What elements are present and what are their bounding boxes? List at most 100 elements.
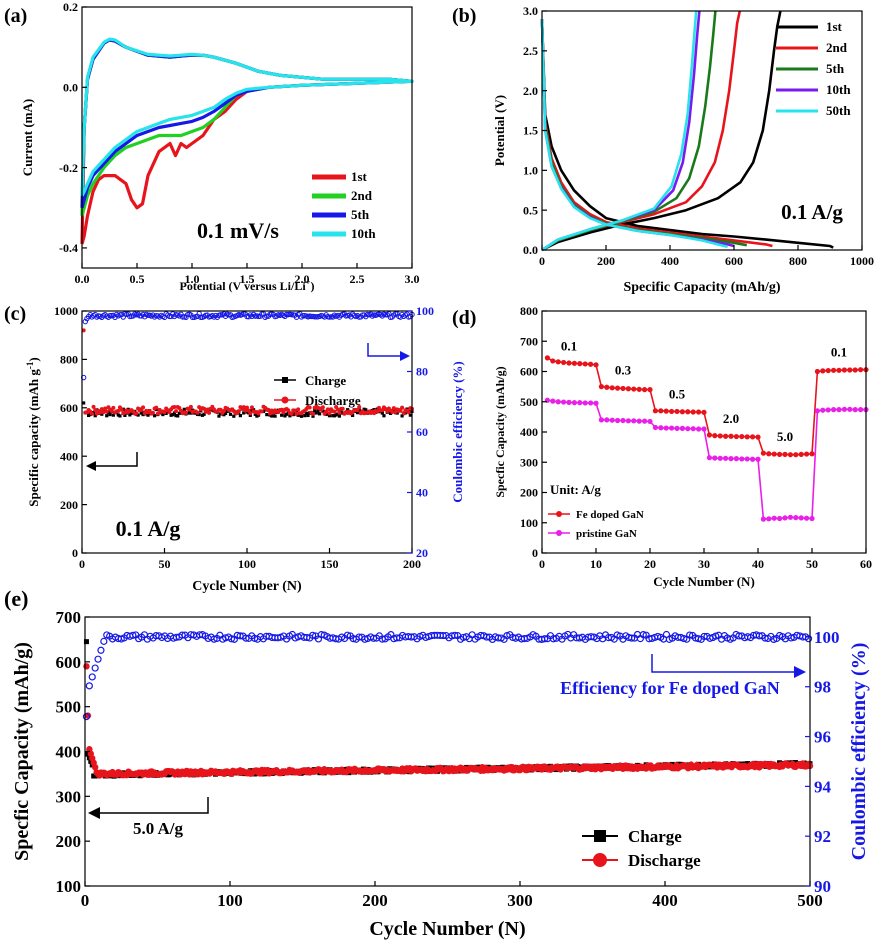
panel-d-rate-label: 5.0 xyxy=(777,429,793,444)
panel-e-label: (e) xyxy=(4,586,28,611)
rate-point xyxy=(723,433,729,439)
discharge-point xyxy=(320,405,325,410)
rate-point xyxy=(609,417,615,423)
rate-point xyxy=(647,387,653,393)
efficiency-point xyxy=(227,635,236,643)
rate-point xyxy=(642,418,648,424)
panel-b-ytick-label: 3.0 xyxy=(523,4,538,18)
rate-point xyxy=(760,516,767,522)
rate-point xyxy=(593,400,599,406)
discharge-point xyxy=(266,407,271,412)
efficiency-point xyxy=(166,313,173,320)
rate-point xyxy=(798,451,804,457)
rate-point xyxy=(690,426,696,432)
panel-c-xtick-label: 50 xyxy=(159,557,171,571)
charge-point xyxy=(232,414,236,418)
panel-e-y2tick-label: 94 xyxy=(814,777,832,796)
charge-point xyxy=(362,407,366,411)
charge-point xyxy=(225,409,229,413)
efficiency-point xyxy=(178,311,184,317)
panel-b-ytick-label: 2.5 xyxy=(523,44,538,58)
panel-c-legend-circle-marker xyxy=(281,396,289,404)
discharge-point xyxy=(236,409,241,414)
rate-point xyxy=(793,515,799,521)
panel-e-xtick-label: 500 xyxy=(797,891,823,910)
panel-d-ytick-label: 400 xyxy=(520,425,538,439)
rate-point xyxy=(793,452,799,458)
charge-point xyxy=(83,639,89,645)
charge-point xyxy=(197,412,201,417)
panel-c-ytick-label: 400 xyxy=(60,449,78,463)
panel-d-ytick-label: 500 xyxy=(520,395,538,409)
charge-point xyxy=(318,412,322,416)
rate-point xyxy=(739,456,745,462)
charge-point xyxy=(273,414,277,418)
panel-a-ylabel: Current (mA) xyxy=(20,99,35,176)
rate-point xyxy=(809,515,815,522)
efficiency-point xyxy=(242,634,250,642)
discharge-point xyxy=(109,408,114,413)
panel-c-xlabel: Cycle Number (N) xyxy=(192,579,302,594)
rate-point xyxy=(820,368,826,374)
rate-point xyxy=(733,456,740,462)
panel-c-arrow-right xyxy=(367,343,404,357)
rate-point xyxy=(561,359,567,366)
discharge-point xyxy=(103,406,108,411)
efficiency-point xyxy=(483,633,491,641)
panel-c-legend-label: Discharge xyxy=(305,393,361,408)
charge-point xyxy=(296,413,300,417)
rate-point xyxy=(798,515,804,521)
rate-point xyxy=(566,399,572,405)
efficiency-point xyxy=(680,634,688,643)
charge-point xyxy=(313,409,317,413)
charge-point xyxy=(223,411,228,416)
rate-point xyxy=(647,418,653,425)
panel-c-ylabel-end: ) xyxy=(26,357,41,361)
panel-e-efficiency-annotation: Efficiency for Fe doped GaN xyxy=(560,678,780,698)
charge-point xyxy=(139,411,143,415)
panel-c-xtick-label: 150 xyxy=(321,557,339,571)
efficiency-point xyxy=(85,682,93,690)
charge-point xyxy=(161,412,165,417)
charge-point xyxy=(314,411,318,415)
charge-point xyxy=(303,414,307,418)
rate-point xyxy=(831,407,837,413)
rate-point xyxy=(706,432,713,438)
discharge-point xyxy=(327,411,332,416)
discharge-point xyxy=(83,663,90,670)
gcd-charge-1st xyxy=(541,10,782,252)
charge-point xyxy=(187,411,191,415)
rate-point xyxy=(706,455,713,461)
panel-e-legend-square-marker xyxy=(594,830,606,842)
rate-point xyxy=(852,407,858,413)
discharge-point xyxy=(355,408,360,413)
rate-point xyxy=(771,515,777,521)
discharge-point xyxy=(155,411,160,416)
rate-point xyxy=(582,361,588,367)
gcd-charge-50th xyxy=(541,10,698,252)
discharge-point xyxy=(134,411,139,416)
discharge-point xyxy=(104,409,109,414)
charge-point xyxy=(299,414,304,418)
rate-point xyxy=(642,387,648,393)
rate-point xyxy=(814,368,821,375)
panel-c-ytick-label: 200 xyxy=(60,498,78,512)
rate-line-Fe doped GaN xyxy=(547,357,866,456)
charge-point xyxy=(304,411,308,415)
rate-point xyxy=(841,406,848,412)
efficiency-point xyxy=(236,632,244,640)
panel-d-rate-label: 2.0 xyxy=(723,411,739,426)
rate-point xyxy=(674,425,680,431)
rate-point xyxy=(566,360,572,366)
panel-e-legend-circle-marker xyxy=(593,853,607,867)
efficiency-point xyxy=(129,631,137,639)
charge-point xyxy=(793,760,798,766)
charge-point xyxy=(172,411,176,415)
panel-e-xtick-label: 300 xyxy=(507,891,533,910)
charge-point xyxy=(153,414,157,418)
charge-point xyxy=(375,407,379,411)
discharge-point xyxy=(307,405,312,410)
panel-b-annotation: 0.1 A/g xyxy=(781,200,843,224)
rate-line-pristine GaN xyxy=(547,399,866,520)
panel-e-y2label: Coulombic efficiency (%) xyxy=(848,643,870,861)
